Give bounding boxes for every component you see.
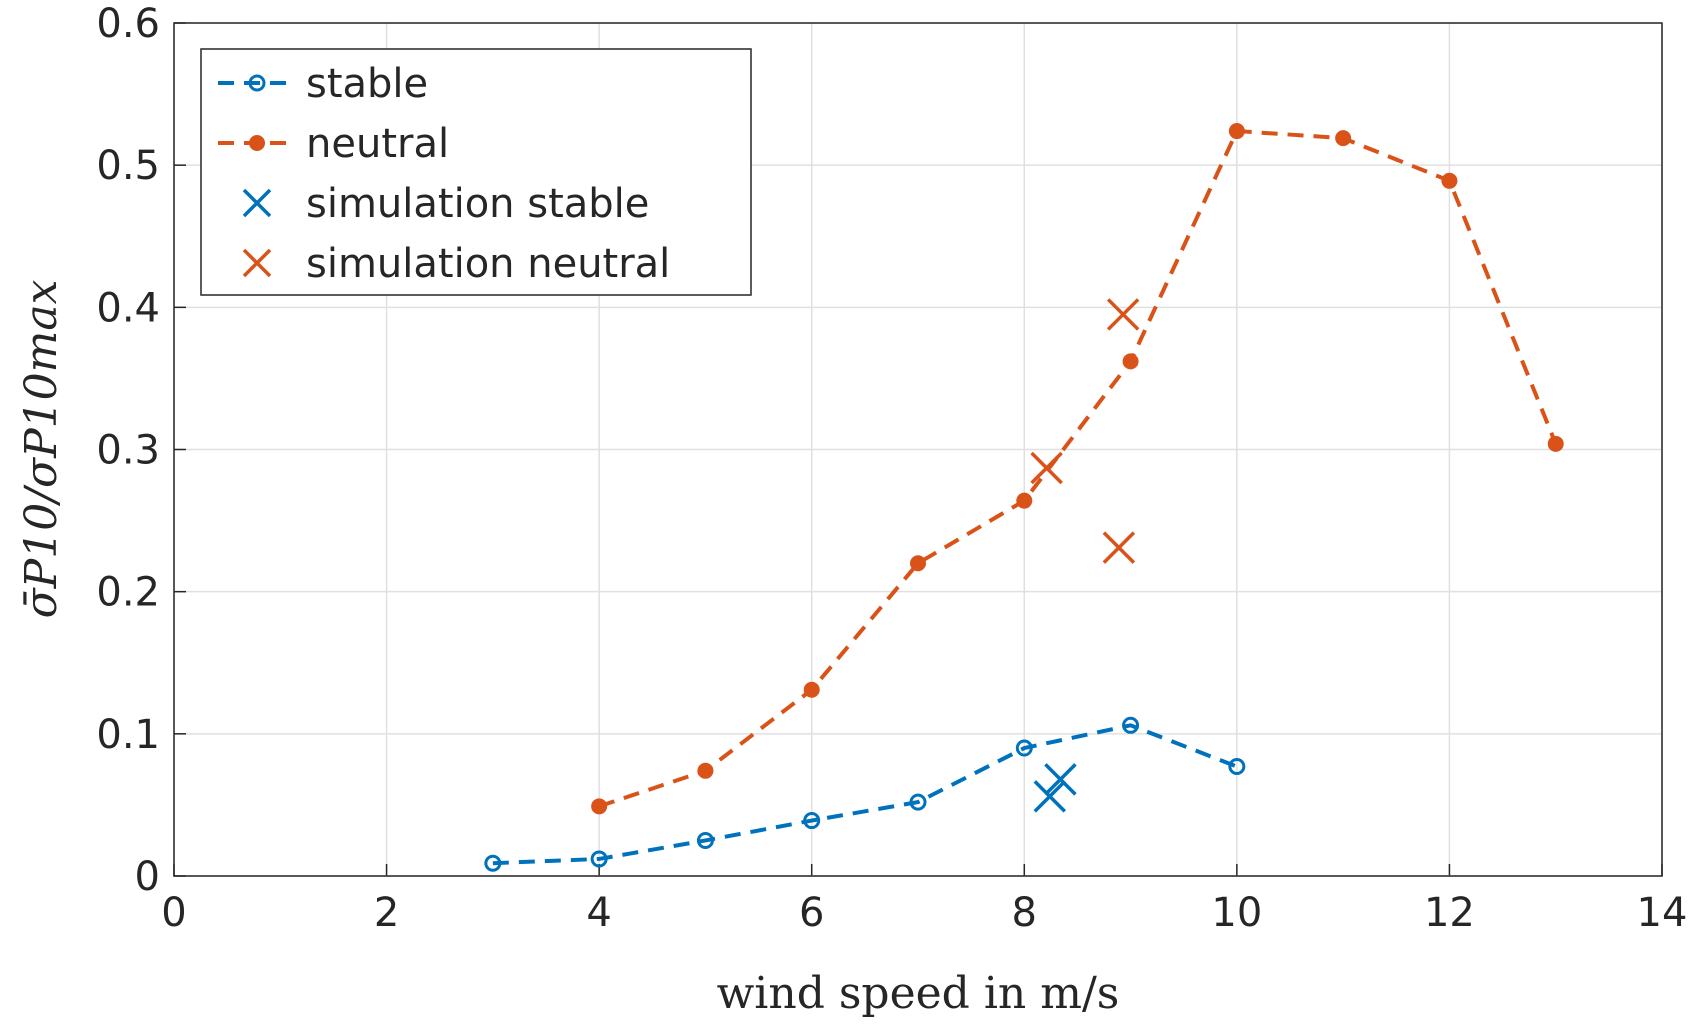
legend-label: simulation stable: [306, 181, 649, 227]
series-line: [598, 128, 1558, 809]
y-tick-label: 0.5: [96, 143, 160, 189]
x-tick-label: 12: [1424, 890, 1475, 936]
data-point: [484, 854, 502, 872]
legend-label: neutral: [306, 121, 449, 167]
data-point: [1335, 130, 1352, 147]
data-point: [697, 762, 714, 779]
data-point: [1033, 780, 1067, 813]
y-tick-label: 0: [135, 854, 160, 900]
x-tick-label: 6: [799, 890, 824, 936]
data-point: [1228, 758, 1246, 776]
data-point: [591, 798, 608, 815]
y-tick-label: 0.6: [96, 1, 160, 47]
data-point: [1441, 172, 1458, 189]
x-tick-label: 10: [1211, 890, 1262, 936]
data-point: [1228, 123, 1245, 140]
y-tick-label: 0.1: [96, 712, 160, 758]
data-point: [590, 850, 608, 868]
data-point: [803, 812, 821, 830]
y-tick-label: 0.3: [96, 428, 160, 474]
data-point: [1122, 716, 1140, 734]
data-point: [1122, 353, 1139, 370]
legend-marker: [242, 248, 272, 278]
data-point: [1030, 451, 1063, 485]
data-point: [1044, 763, 1077, 796]
x-tick-label: 14: [1637, 890, 1688, 936]
y-tick-label: 0.4: [96, 285, 160, 331]
axes-box: [173, 22, 1663, 877]
data-point: [1016, 492, 1033, 509]
x-tick-label: 0: [161, 890, 186, 936]
y-tick-label: 0.2: [96, 570, 160, 616]
legend-marker: [249, 135, 265, 151]
legend-label: stable: [306, 61, 428, 107]
data-point: [1102, 531, 1136, 564]
data-point: [909, 793, 927, 811]
data-point: [1547, 435, 1564, 452]
data-point: [1106, 298, 1140, 331]
legend-marker: [242, 188, 272, 218]
x-tick-label: 8: [1012, 890, 1037, 936]
y-axis-label: σ̄P10/σP10max: [16, 279, 67, 618]
x-tick-label: 2: [374, 890, 399, 936]
data-point: [910, 555, 926, 572]
legend-box: [200, 48, 752, 296]
data-point: [1015, 739, 1033, 757]
x-axis-label: wind speed in m/s: [717, 968, 1120, 1019]
legend-marker: [248, 74, 266, 92]
x-tick-label: 4: [586, 890, 611, 936]
series-line: [492, 723, 1238, 866]
data-point: [696, 831, 714, 849]
data-point: [803, 681, 820, 698]
legend-label: simulation neutral: [306, 241, 670, 287]
